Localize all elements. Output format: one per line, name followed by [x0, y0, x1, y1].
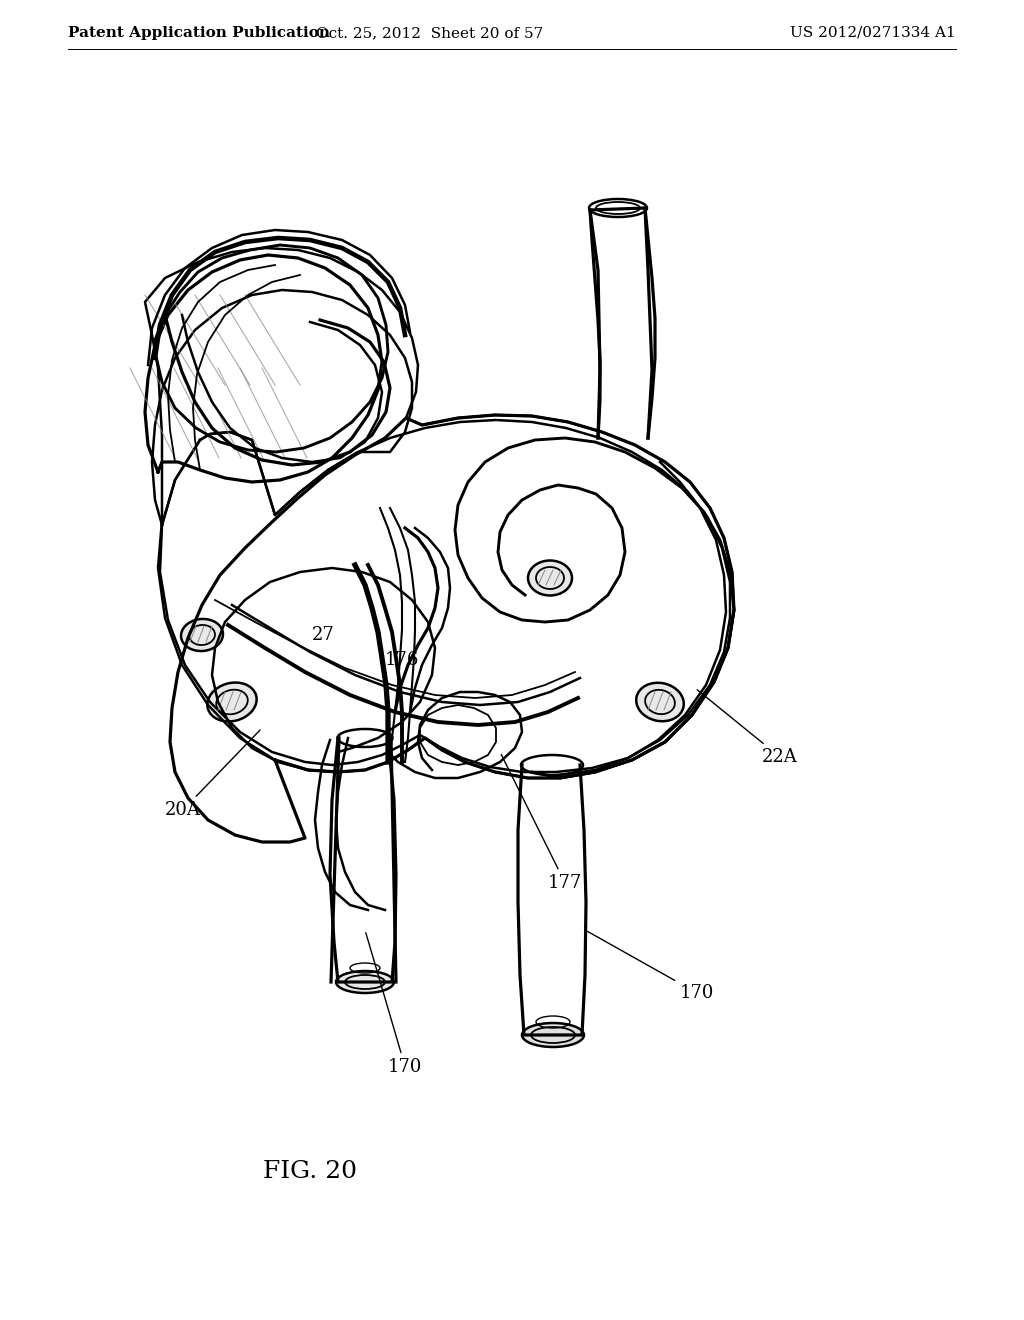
- Ellipse shape: [181, 619, 223, 651]
- Text: Oct. 25, 2012  Sheet 20 of 57: Oct. 25, 2012 Sheet 20 of 57: [316, 26, 544, 40]
- Ellipse shape: [522, 1023, 584, 1047]
- Text: FIG. 20: FIG. 20: [263, 1160, 357, 1184]
- Text: 176: 176: [385, 651, 420, 669]
- Ellipse shape: [207, 682, 257, 722]
- Text: 27: 27: [312, 626, 335, 644]
- Ellipse shape: [336, 972, 394, 993]
- Ellipse shape: [636, 682, 684, 721]
- Text: 20A: 20A: [165, 730, 260, 818]
- Text: 177: 177: [501, 755, 583, 892]
- Text: 170: 170: [366, 933, 422, 1076]
- Text: Patent Application Publication: Patent Application Publication: [68, 26, 330, 40]
- Ellipse shape: [528, 561, 572, 595]
- Text: 170: 170: [588, 932, 715, 1002]
- Text: US 2012/0271334 A1: US 2012/0271334 A1: [791, 26, 956, 40]
- Text: 22A: 22A: [697, 690, 798, 766]
